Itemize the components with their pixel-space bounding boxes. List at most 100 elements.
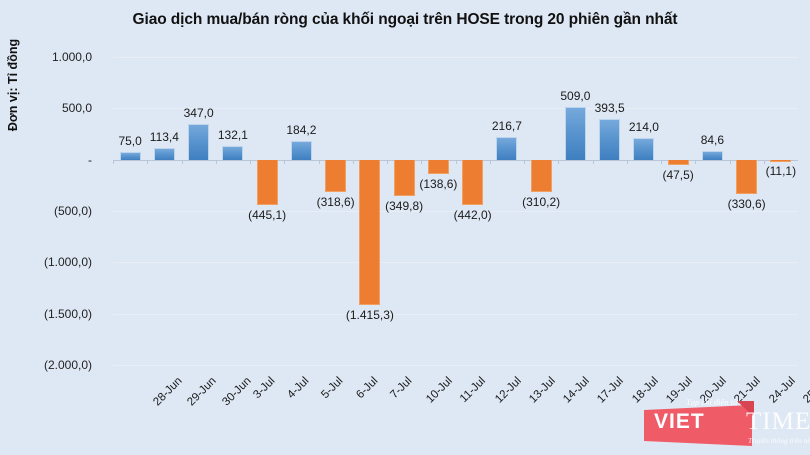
data-label-28-Jun: 75,0 [118, 133, 142, 148]
x-axis-tick [661, 159, 662, 164]
gridline [113, 365, 798, 366]
x-axis-tick [455, 159, 457, 164]
x-axis-tick [387, 159, 388, 164]
gridline [113, 262, 798, 264]
bar-10-Jul[interactable] [393, 159, 415, 196]
y-axis-title: Đơn vị: Tỉ đồng [6, 38, 20, 132]
x-axis-label-13-Jul: 13-Jul [527, 375, 558, 406]
x-axis-tick [626, 159, 628, 164]
x-axis-tick [729, 159, 731, 164]
x-axis-tick [421, 159, 423, 164]
data-label-13-Jul: 216,7 [491, 119, 522, 134]
data-label-25-Jul: (11,1) [765, 163, 797, 178]
bar-3-Jul[interactable] [222, 146, 244, 160]
x-axis-label-14-Jul: 14-Jul [561, 375, 592, 406]
x-axis-tick [113, 159, 114, 164]
bar-11-Jul[interactable] [427, 159, 449, 174]
x-axis-label-25-Jul: 25-Jul [801, 375, 810, 406]
x-axis-label-6-Jul: 6-Jul [353, 375, 381, 402]
y-axis-tick-label: 500,0 [61, 101, 92, 116]
data-label-20-Jul: (47,5) [662, 167, 694, 182]
bar-30-Jun[interactable] [188, 124, 210, 160]
x-axis-label-24-Jul: 24-Jul [766, 375, 798, 406]
plot-area: 75,0 113,4 347,0 132,1 (445,1) 184,2 (318,6) (1… [113, 57, 798, 366]
y-axis-tick-label: (500,0) [53, 204, 92, 218]
bar-19-Jul[interactable] [633, 137, 655, 160]
data-label-30-Jun: 347,0 [183, 106, 214, 121]
x-axis-tick [558, 159, 560, 164]
data-label-24-Jul: (330,6) [727, 196, 766, 211]
x-axis-tick [215, 159, 217, 164]
bar-5-Jul[interactable] [290, 140, 312, 160]
chart-title: Giao dịch mua/bán ròng của khối ngoại tr… [132, 11, 678, 28]
x-axis-tick [695, 159, 697, 164]
x-axis-label-29-Jun: 29-Jun [185, 375, 220, 409]
x-axis-tick [763, 159, 765, 164]
x-axis-label-10-Jul: 10-Jul [424, 375, 455, 406]
x-axis-tick [592, 159, 594, 164]
bar-25-Jul[interactable] [770, 159, 792, 162]
x-axis-tick [352, 159, 354, 164]
x-axis-tick [524, 159, 525, 164]
bar-21-Jul[interactable] [701, 150, 723, 160]
data-label-18-Jul: 393,5 [594, 101, 625, 116]
bar-6-Jul[interactable] [325, 159, 347, 193]
watermark-brand-name: TIMES [746, 408, 810, 435]
x-axis-label-17-Jul: 17-Jul [595, 375, 627, 406]
y-axis-tick-label: (1.000,0) [43, 255, 92, 270]
bar-20-Jul[interactable] [667, 159, 689, 165]
viettimes-watermark: Tạp chí điện tử VIET TIMES Truyền thông … [640, 397, 810, 450]
x-axis-label-11-Jul: 11-Jul [458, 375, 489, 406]
x-axis-label-4-Jul: 4-Jul [285, 375, 312, 402]
x-axis-label-20-Jul: 20-Jul [698, 375, 729, 406]
watermark-tagline: Truyền thông trên nền tảng số [748, 436, 810, 445]
x-axis-label-5-Jul: 5-Jul [319, 375, 346, 402]
bar-4-Jul[interactable] [256, 159, 278, 206]
x-axis-label-19-Jul: 19-Jul [664, 375, 695, 406]
x-axis-label-3-Jul: 3-Jul [251, 375, 278, 402]
y-axis-tick-label: 1.000,0 [51, 50, 92, 64]
bar-7-Jul[interactable] [359, 159, 381, 305]
data-label-7-Jul: (1.415,3) [345, 307, 394, 322]
x-axis-label-28-Jun: 28-Jun [151, 375, 185, 409]
x-axis-tick [250, 159, 251, 164]
gridline [113, 57, 798, 58]
bar-18-Jul[interactable] [599, 119, 621, 160]
data-label-11-Jul: (138,6) [419, 176, 458, 191]
bar-24-Jul[interactable] [736, 159, 758, 194]
x-axis-tick [147, 159, 149, 164]
data-label-3-Jul: 132,1 [217, 128, 248, 143]
data-label-6-Jul: (318,6) [316, 195, 355, 210]
data-label-14-Jul: (310,2) [522, 194, 561, 209]
x-axis-label-7-Jul: 7-Jul [388, 375, 415, 402]
x-axis-tick [284, 159, 286, 164]
bar-13-Jul[interactable] [496, 137, 518, 160]
data-label-10-Jul: (349,8) [385, 198, 424, 213]
x-axis-tick [181, 159, 183, 164]
y-axis-tick-label: (1.500,0) [43, 306, 92, 321]
y-axis-tick-label: (2.000,0) [43, 358, 92, 372]
gridline [113, 313, 798, 315]
bar-12-Jul[interactable] [462, 159, 484, 206]
x-axis-label-30-Jun: 30-Jun [219, 375, 254, 409]
watermark-brand-mark: VIET [654, 410, 705, 433]
bar-29-Jun[interactable] [153, 148, 175, 160]
data-label-21-Jul: 84,6 [700, 132, 725, 147]
bar-28-Jun[interactable] [119, 151, 141, 160]
data-label-4-Jul: (445,1) [248, 208, 287, 223]
bar-17-Jul[interactable] [564, 107, 586, 160]
watermark-flag-shape [644, 405, 752, 446]
gridline [113, 108, 798, 110]
x-axis-label-18-Jul: 18-Jul [629, 375, 661, 406]
data-label-17-Jul: 509,0 [560, 89, 591, 104]
x-axis-label-12-Jul: 12-Jul [492, 375, 524, 406]
data-label-5-Jul: 184,2 [286, 122, 317, 137]
y-axis-tick-label: - [88, 152, 92, 167]
data-label-19-Jul: 214,0 [628, 119, 659, 134]
bar-14-Jul[interactable] [530, 159, 552, 192]
x-axis-tick [318, 159, 320, 164]
x-axis-tick [489, 159, 491, 164]
x-axis-label-21-Jul: 21-Jul [732, 375, 764, 406]
data-label-12-Jul: (442,0) [453, 208, 492, 223]
